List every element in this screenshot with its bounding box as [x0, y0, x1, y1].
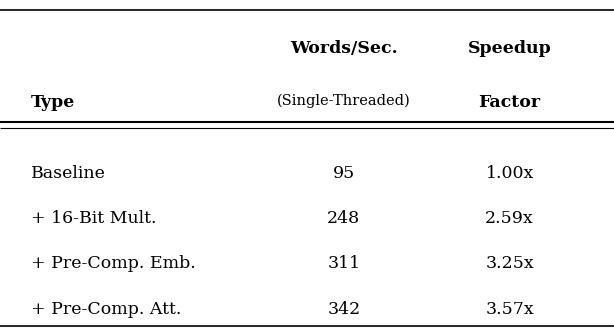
Text: 3.25x: 3.25x — [485, 255, 534, 272]
Text: 248: 248 — [327, 210, 360, 227]
Text: 311: 311 — [327, 255, 360, 272]
Text: Factor: Factor — [478, 94, 541, 111]
Text: 2.59x: 2.59x — [485, 210, 534, 227]
Text: + Pre-Comp. Att.: + Pre-Comp. Att. — [31, 301, 181, 318]
Text: Type: Type — [31, 94, 75, 111]
Text: 3.57x: 3.57x — [485, 301, 534, 318]
Text: (Single-Threaded): (Single-Threaded) — [277, 94, 411, 109]
Text: 95: 95 — [333, 165, 355, 182]
Text: Words/Sec.: Words/Sec. — [290, 40, 398, 57]
Text: + Pre-Comp. Emb.: + Pre-Comp. Emb. — [31, 255, 195, 272]
Text: Baseline: Baseline — [31, 165, 106, 182]
Text: Speedup: Speedup — [468, 40, 551, 57]
Text: 1.00x: 1.00x — [486, 165, 534, 182]
Text: + 16-Bit Mult.: + 16-Bit Mult. — [31, 210, 156, 227]
Text: 342: 342 — [327, 301, 360, 318]
